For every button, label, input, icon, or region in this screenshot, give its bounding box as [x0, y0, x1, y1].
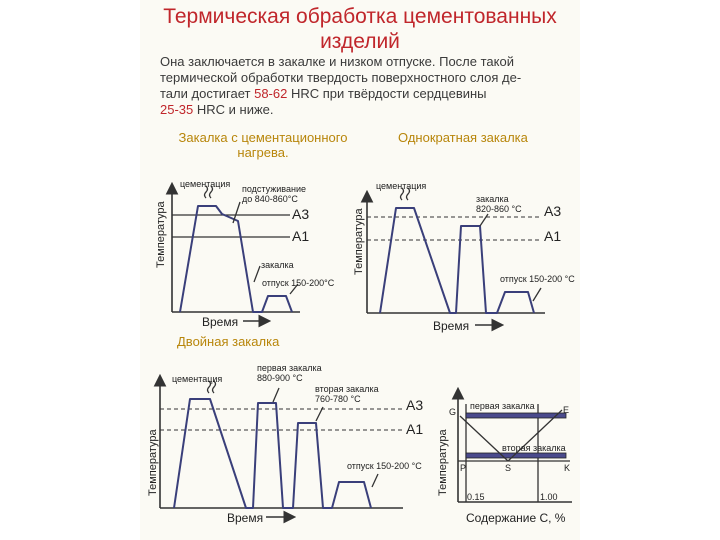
d1-quench-label: закалка	[261, 260, 294, 270]
d1-quench-leader	[253, 265, 261, 283]
d1-cooling-label-1: подстуживание	[242, 184, 306, 194]
core-hardness-value: 25-35	[160, 102, 194, 117]
d1-cementation-label: цементация	[180, 179, 230, 189]
d1-cooling-label-2: до 840-860°С	[242, 194, 298, 204]
slide-background	[140, 0, 580, 540]
surface-hardness-value: 58-62	[254, 86, 288, 101]
d2-temper-leader	[532, 287, 542, 302]
d4-point-k: K	[564, 463, 570, 473]
d3-heat-mark-icon	[206, 380, 217, 394]
intro-line-1: Она заключается в закалке и низком отпус…	[160, 54, 514, 69]
d3-process-curve	[173, 398, 372, 509]
intro-text: Она заключается в закалке и низком отпус…	[160, 54, 580, 118]
subtitle-single-quench: Однократная закалка	[398, 130, 528, 145]
d2-y-axis-label: Температура	[353, 207, 365, 275]
d2-x-axis-label: Время	[433, 319, 469, 333]
d1-heat-mark-icon	[203, 185, 214, 199]
d2-cementation-label: цементация	[376, 181, 426, 191]
intro-line-3-a: тали достигает	[160, 86, 255, 101]
d2-a1-label: A1	[544, 228, 561, 244]
diagram-double-quench: цементация первая закалка 880-900 °С вто…	[147, 363, 423, 525]
diagram-iron-carbon-fragment: G E P S K первая закалка вторая закалка …	[437, 386, 572, 525]
d3-x-axis-label: Время	[227, 511, 263, 525]
d4-first-quench-band	[465, 412, 567, 419]
subtitle-double-quench: Двойная закалка	[177, 334, 280, 349]
page-title: Термическая обработка цементованных изде…	[163, 5, 557, 53]
d3-second-quench-leader	[315, 406, 324, 422]
intro-line-4-b: HRC и ниже.	[193, 102, 274, 117]
d1-cooling-leader	[232, 201, 241, 224]
d2-a3-label: A3	[544, 203, 561, 219]
d3-second-quench-label-1: вторая закалка	[315, 384, 379, 394]
d3-temper-label: отпуск 150-200 °С	[347, 461, 422, 471]
d3-second-quench-label-2: 760-780 °С	[315, 394, 361, 404]
d2-process-curve	[379, 207, 535, 314]
d1-a3-label: A3	[292, 206, 309, 222]
intro-line-3: тали достигает 58-62 HRC при твёрдости с…	[160, 86, 580, 102]
d4-gs-line	[459, 415, 509, 462]
d1-temper-label: отпуск 150-200°С	[262, 278, 335, 288]
d1-x-axis-label: Время	[202, 315, 238, 329]
diagram-single-quench: цементация закалка 820-860 °С A3 A1 отпу…	[353, 181, 575, 333]
d4-first-quench-label: первая закалка	[470, 401, 535, 411]
intro-line-3-b: HRC при твёрдости сердцевины	[287, 86, 487, 101]
d3-first-quench-label-2: 880-900 °С	[257, 373, 303, 383]
d2-quench-label-2: 820-860 °С	[476, 204, 522, 214]
d3-temper-leader	[371, 473, 379, 488]
d4-se-line	[507, 409, 563, 462]
d4-y-axis-label: Температура	[437, 428, 449, 496]
d2-quench-label-1: закалка	[476, 194, 509, 204]
d1-a1-label: A1	[292, 228, 309, 244]
diagram-cementation-quench: цементация подстуживание до 840-860°С A3…	[155, 179, 335, 329]
d4-point-g: G	[449, 407, 456, 417]
d3-y-axis-label: Температура	[147, 428, 159, 496]
d2-heat-mark-icon	[399, 187, 411, 201]
d3-first-quench-leader	[272, 387, 280, 403]
d1-process-curve	[179, 205, 293, 313]
d3-cementation-label: цементация	[172, 374, 222, 384]
d4-second-quench-label: вторая закалка	[502, 443, 566, 453]
intro-line-2: термической обработки твердость поверхно…	[160, 70, 522, 85]
d1-y-axis-label: Температура	[155, 200, 167, 268]
d3-a3-label: A3	[406, 397, 423, 413]
d2-quench-leader	[479, 213, 489, 227]
d3-a1-label: A1	[406, 421, 423, 437]
d4-point-s: S	[505, 463, 511, 473]
d4-x-axis-label: Содержание С, %	[466, 511, 566, 525]
d4-x-tick-015: 0.15	[467, 492, 485, 502]
d2-temper-label: отпуск 150-200 °С	[500, 274, 575, 284]
d4-point-p: P	[460, 463, 466, 473]
subtitle-cementation-quench: Закалка с цементационного нагрева.	[178, 130, 348, 160]
d4-point-e: E	[563, 405, 569, 415]
d4-x-tick-100: 1.00	[540, 492, 558, 502]
d1-temper-leader	[289, 283, 299, 295]
intro-line-4: 25-35 HRC и ниже.	[160, 102, 580, 118]
d3-first-quench-label-1: первая закалка	[257, 363, 322, 373]
